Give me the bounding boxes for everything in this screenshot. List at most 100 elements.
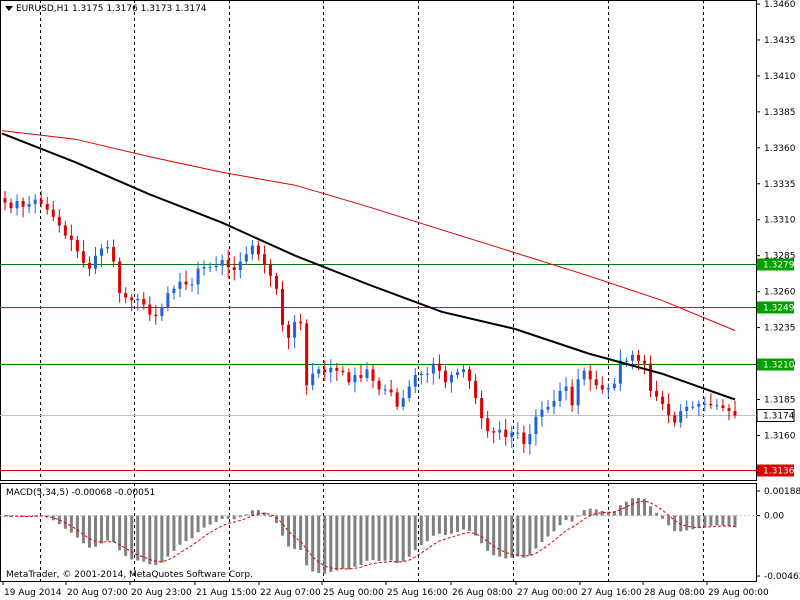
candle-body	[262, 254, 266, 265]
candle-body	[323, 369, 327, 373]
candle-body	[492, 431, 496, 433]
macd-histogram-bar	[220, 515, 224, 519]
macd-histogram-bar	[516, 515, 520, 557]
macd-histogram-bar	[274, 515, 278, 523]
candle-body	[27, 203, 31, 207]
candle-body	[196, 268, 200, 285]
macd-histogram-bar	[425, 515, 429, 542]
macd-histogram-bar	[184, 515, 188, 542]
macd-histogram-bar	[498, 515, 502, 557]
candle-body	[419, 373, 423, 376]
candle-body	[498, 429, 502, 433]
macd-histogram-bar	[643, 498, 647, 516]
candle-body	[75, 239, 79, 252]
candle-body	[63, 225, 67, 236]
macd-histogram-bar	[341, 515, 345, 569]
candle-body	[281, 288, 285, 325]
macd-histogram-bar	[618, 505, 622, 516]
chart-title[interactable]: EURUSD,H1 1.3175 1.3176 1.3173 1.3174	[5, 4, 207, 14]
candle-body	[636, 354, 640, 361]
macd-histogram-bar	[661, 515, 665, 519]
x-tick-label: 21 Aug 15:00	[196, 588, 257, 598]
y-tick-label: 1.3285	[764, 252, 796, 262]
macd-histogram-bar	[148, 515, 152, 565]
macd-histogram-bar	[667, 515, 671, 526]
candle-body	[528, 434, 532, 445]
macd-histogram-bar	[600, 511, 604, 516]
x-tick-label: 26 Aug 08:00	[452, 588, 513, 598]
macd-histogram-bar	[721, 515, 725, 526]
macd-y-tick-label: -0.00462	[764, 572, 800, 582]
candle-body	[136, 298, 140, 301]
candle-body	[510, 432, 514, 437]
candle-body	[558, 390, 562, 401]
macd-histogram-bar	[154, 515, 158, 566]
price-level-label: 1.3174	[763, 412, 795, 422]
macd-histogram-bar	[552, 515, 556, 532]
symbol-ohlc-label: EURUSD,H1 1.3175 1.3176 1.3173 1.3174	[16, 4, 207, 14]
macd-histogram-bar	[347, 515, 351, 570]
candle-body	[335, 367, 339, 371]
macd-histogram-bar	[311, 515, 315, 572]
macd-histogram-bar	[576, 515, 580, 517]
candle-body	[51, 209, 55, 217]
candle-body	[449, 375, 453, 383]
macd-histogram-bar	[419, 515, 423, 545]
macd-histogram-bar	[655, 512, 659, 516]
candle-body	[667, 403, 671, 416]
candle-body	[100, 248, 104, 256]
macd-histogram-bar	[413, 515, 417, 551]
candle-body	[673, 415, 677, 423]
macd-histogram-bar	[468, 515, 472, 531]
price-level-label-bg	[757, 464, 794, 477]
macd-histogram-bar	[21, 515, 25, 517]
candle-body	[552, 400, 556, 407]
candle-body	[214, 265, 218, 268]
macd-histogram-bar	[727, 515, 731, 527]
x-tick-label: 22 Aug 07:00	[260, 588, 321, 598]
candle-body	[395, 392, 399, 407]
y-tick-label: 1.3460	[764, 0, 796, 10]
x-tick-label: 28 Aug 08:00	[644, 588, 705, 598]
macd-histogram-bar	[27, 515, 31, 517]
candle-body	[540, 409, 544, 417]
macd-histogram-bar	[377, 515, 381, 561]
y-tick-label: 1.3385	[764, 108, 796, 118]
x-tick-label: 20 Aug 23:00	[131, 588, 192, 598]
macd-histogram-bar	[268, 515, 272, 517]
macd-histogram-bar	[208, 515, 212, 525]
macd-histogram-bar	[142, 515, 146, 562]
macd-histogram-bar	[232, 515, 236, 520]
x-axis: 19 Aug 2014 20 Aug 07:00 20 Aug 23:00 21 Au…	[2, 581, 769, 598]
candle-body	[431, 363, 435, 374]
candle-body	[250, 245, 254, 255]
candle-body	[293, 321, 297, 338]
macd-histogram-bar	[636, 497, 640, 516]
candle-body	[359, 375, 363, 378]
macd-histogram-bar	[594, 509, 598, 516]
candle-body	[564, 386, 568, 391]
chevron-down-icon[interactable]	[5, 6, 13, 11]
price-panel-frame	[0, 0, 757, 481]
macd-histogram-bar	[57, 515, 61, 525]
candle-body	[618, 360, 622, 384]
candle-body	[39, 199, 43, 204]
x-tick-label: 29 Aug 00:00	[708, 588, 769, 598]
macd-histogram-bar	[649, 506, 653, 516]
candle-body	[630, 354, 634, 361]
macd-histogram-bar	[214, 515, 218, 523]
candle-body	[317, 369, 321, 374]
macd-histogram-bar	[534, 515, 538, 549]
candle-body	[679, 411, 683, 423]
candle-body	[178, 281, 182, 289]
candle-body	[112, 247, 116, 262]
candle-body	[190, 284, 194, 286]
macd-histogram-bar	[353, 515, 357, 567]
macd-histogram-bar	[262, 512, 266, 516]
candle-body	[643, 360, 647, 364]
candle-body	[148, 304, 152, 315]
macd-histogram-bar	[130, 515, 134, 560]
macd-histogram-bar	[100, 515, 104, 544]
candle-body	[697, 403, 701, 407]
candle-body	[733, 411, 737, 416]
